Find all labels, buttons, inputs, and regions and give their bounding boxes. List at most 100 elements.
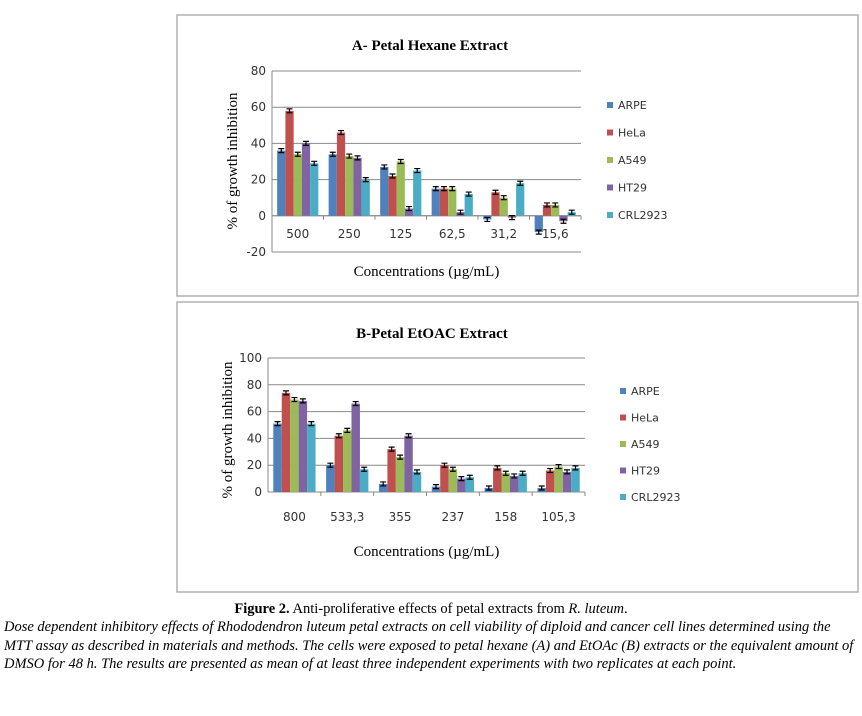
caption-species: R. luteum [568,601,624,617]
legend-swatch [607,157,613,163]
bar-crl2923 [516,183,525,216]
error-bar [361,466,368,472]
error-bar [286,108,293,114]
error-bar [433,484,440,490]
bar-ht29 [301,143,311,216]
x-tick-label: 31,2 [490,227,517,241]
bar-hela [545,470,555,492]
error-bar [560,218,567,224]
error-bar [397,454,404,460]
error-bar [362,177,369,183]
caption-title-text: Anti-proliferative effects of petal extr… [289,601,569,617]
error-bar [544,202,551,208]
bar-ht29 [353,157,362,216]
bar-arpe [534,215,543,233]
error-bar [519,470,526,476]
x-tick-label: 533,3 [330,510,364,524]
bar-ht29 [457,478,466,492]
error-bar [274,421,281,427]
bar-arpe [326,465,335,492]
error-bar [449,186,456,192]
bar-a549 [448,469,458,492]
bar-arpe [378,483,388,492]
bar-crl2923 [465,477,475,492]
bar-ht29 [404,435,413,492]
bar-crl2923 [571,467,580,492]
bar-arpe [277,150,286,216]
error-bar [294,151,301,157]
error-bar [441,462,448,468]
y-tick-label: 20 [251,173,266,187]
error-bar [380,481,387,487]
error-bar [338,129,345,136]
bar-a549 [343,430,352,492]
legend-swatch [620,467,626,474]
y-tick-label: 60 [247,405,262,419]
x-tick-label: 62,5 [439,227,466,241]
legend-label: HeLa [631,412,659,425]
bar-crl2923 [412,471,422,492]
bar-ht29 [562,471,572,492]
error-bar [517,180,524,186]
bar-crl2923 [464,194,473,216]
legend-swatch [620,494,626,500]
error-bar [405,205,412,212]
y-tick-label: 40 [251,136,266,150]
bar-ht29 [351,403,360,492]
bar-a549 [395,457,405,492]
bar-a549 [293,154,302,216]
figure-caption-body: Dose dependent inhibitory effects of Rho… [4,619,854,672]
error-bar [282,390,289,396]
figure: A- Petal Hexane Extract -20 0 20 40 60 80 500 25… [176,14,859,593]
y-tick-label: 100 [239,351,262,365]
legend-label: ARPE [618,99,647,112]
legend-swatch [607,129,613,136]
error-bar [388,446,395,452]
legend-label: HT29 [618,182,647,195]
error-bar [457,209,464,215]
error-bar [485,485,492,491]
bar-hela [491,192,500,216]
bar-crl2923 [359,469,369,492]
legend-label: A549 [618,154,647,167]
legend-label: CRL2923 [631,491,680,504]
error-bar [441,186,448,192]
error-bar [381,164,388,170]
bar-a549 [345,156,354,216]
error-bar [299,398,306,404]
bar-hela [439,188,449,216]
bar-arpe [273,423,282,492]
error-bar [449,466,456,472]
error-bar [555,463,562,470]
y-tick-label: -20 [246,245,266,259]
bar-a549 [554,466,563,492]
error-bar [344,427,351,433]
legend-label: HT29 [631,465,660,478]
error-bar [466,474,473,480]
bar-a549 [551,204,560,216]
error-bar [414,167,421,174]
error-bar [492,189,499,195]
error-bar [535,229,542,235]
x-axis-label: Concentrations (µg/mL) [354,264,500,280]
legend-swatch [620,388,626,394]
figure-caption-title: Figure 2. Anti-proliferative effects of … [0,600,862,619]
legend-label: ARPE [631,385,660,398]
chart-title: A- Petal Hexane Extract [352,38,508,54]
error-bar [494,465,501,471]
x-tick-label: 500 [286,227,309,241]
caption-end: . [624,601,628,617]
error-bar [327,462,334,468]
error-bar [405,433,412,439]
error-bar [568,209,575,215]
bar-a549 [501,473,510,492]
bar-a549 [396,161,405,216]
chart-title: B-Petal EtOAC Extract [356,326,508,342]
legend-swatch [607,102,613,108]
error-bar [346,153,353,159]
error-bar [465,191,472,197]
y-tick-label: 80 [247,378,262,392]
bar-ht29 [559,215,568,222]
error-bar [311,160,318,166]
x-tick-label: 15,6 [542,227,569,241]
